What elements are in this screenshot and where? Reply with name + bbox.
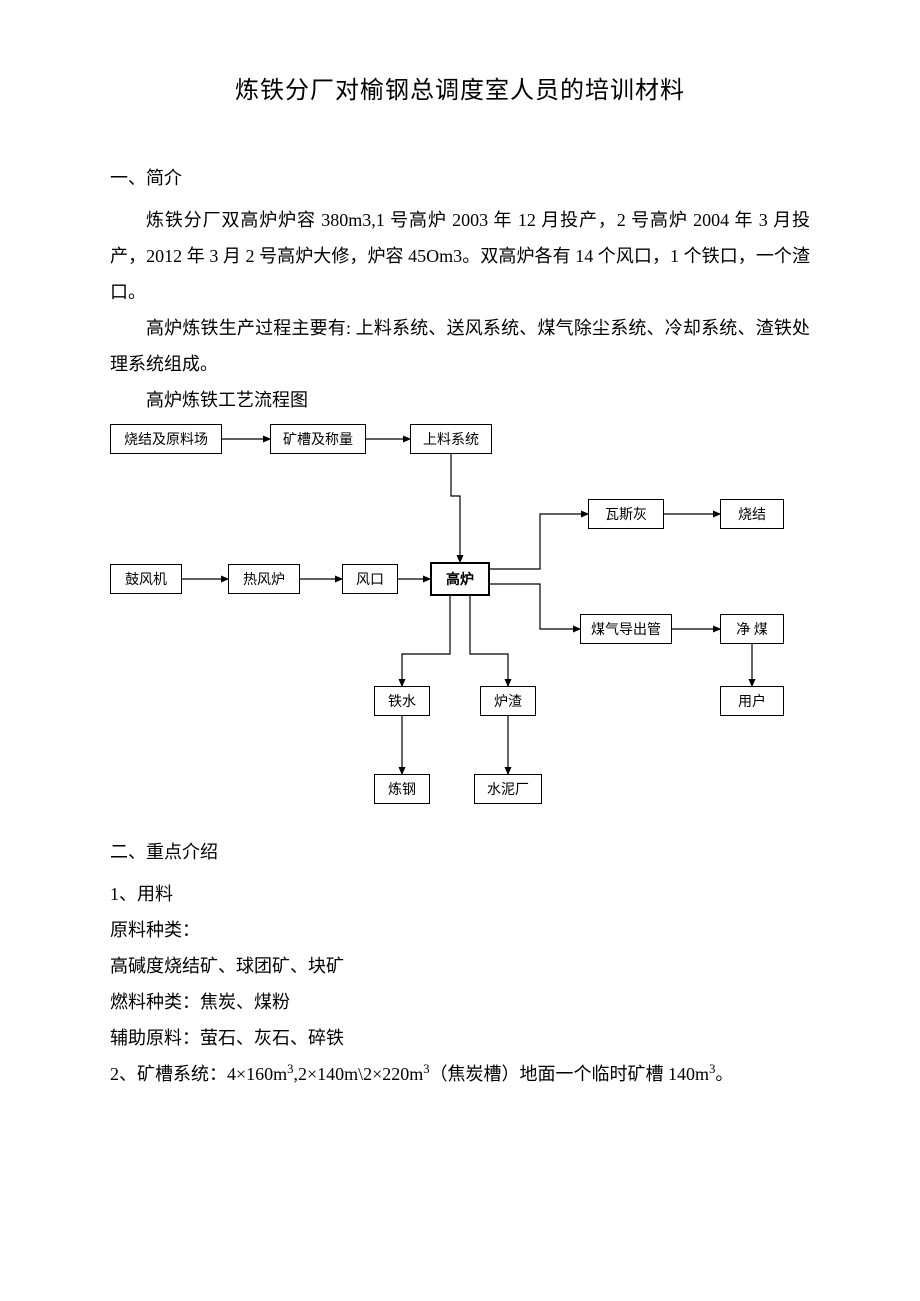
flow-node-user: 用户 bbox=[720, 686, 784, 716]
s2-l6-part3: （焦炭槽）地面一个临时矿槽 140m bbox=[430, 1064, 710, 1084]
flowchart-caption: 高炉炼铁工艺流程图 bbox=[110, 382, 810, 418]
flow-node-cement: 水泥厂 bbox=[474, 774, 542, 804]
s2-line-3: 高碱度烧结矿、球团矿、块矿 bbox=[110, 948, 810, 984]
flow-node-steel: 炼钢 bbox=[374, 774, 430, 804]
flow-node-ash: 瓦斯灰 bbox=[588, 499, 664, 529]
s2-line-5: 辅助原料：萤石、灰石、碎铁 bbox=[110, 1020, 810, 1056]
flow-node-iron: 铁水 bbox=[374, 686, 430, 716]
flow-edge-bf-gaspipe bbox=[490, 584, 580, 629]
section-2-heading: 二、重点介绍 bbox=[110, 834, 810, 870]
flow-edge-bf-iron bbox=[402, 596, 450, 686]
process-flowchart: 烧结及原料场 矿槽及称量 上料系统鼓风机 热风炉 风口 高炉 瓦斯灰 烧结煤气导出管 净 煤铁水… bbox=[110, 424, 810, 824]
s2-line-6: 2、矿槽系统：4×160m3,2×140m\2×220m3（焦炭槽）地面一个临时… bbox=[110, 1056, 810, 1092]
s2-l6-part4: 。 bbox=[715, 1064, 733, 1084]
s2-line-2: 原料种类： bbox=[110, 912, 810, 948]
flow-node-trough: 矿槽及称量 bbox=[270, 424, 366, 454]
flow-edge-bf-ash bbox=[490, 514, 588, 569]
flow-edge-bf-slag bbox=[470, 596, 508, 686]
flow-node-feed: 上料系统 bbox=[410, 424, 492, 454]
s2-line-1: 1、用料 bbox=[110, 876, 810, 912]
s2-line-4: 燃料种类：焦炭、煤粉 bbox=[110, 984, 810, 1020]
s2-l6-part1: 2、矿槽系统：4×160m bbox=[110, 1064, 287, 1084]
flow-node-stove: 热风炉 bbox=[228, 564, 300, 594]
document-page: 炼铁分厂对榆钢总调度室人员的培训材料 一、简介 炼铁分厂双高炉炉容 380m3,… bbox=[0, 0, 920, 1152]
flow-node-sinter: 烧结 bbox=[720, 499, 784, 529]
flow-node-gaspipe: 煤气导出管 bbox=[580, 614, 672, 644]
flow-node-bf: 高炉 bbox=[430, 562, 490, 596]
document-title: 炼铁分厂对榆钢总调度室人员的培训材料 bbox=[110, 70, 810, 105]
flow-node-blower: 鼓风机 bbox=[110, 564, 182, 594]
flow-node-tuyere: 风口 bbox=[342, 564, 398, 594]
intro-paragraph-1: 炼铁分厂双高炉炉容 380m3,1 号高炉 2003 年 12 月投产，2 号高… bbox=[110, 202, 810, 310]
flow-node-cleancoal: 净 煤 bbox=[720, 614, 784, 644]
flow-node-raw: 烧结及原料场 bbox=[110, 424, 222, 454]
intro-paragraph-2: 高炉炼铁生产过程主要有: 上料系统、送风系统、煤气除尘系统、冷却系统、渣铁处理系… bbox=[110, 310, 810, 382]
flowchart-arrows bbox=[110, 424, 810, 824]
s2-l6-part2: ,2×140m\2×220m bbox=[293, 1064, 423, 1084]
flow-node-slag: 炉渣 bbox=[480, 686, 536, 716]
section-1-heading: 一、简介 bbox=[110, 160, 810, 196]
flow-edge-feed-bf bbox=[451, 454, 460, 562]
